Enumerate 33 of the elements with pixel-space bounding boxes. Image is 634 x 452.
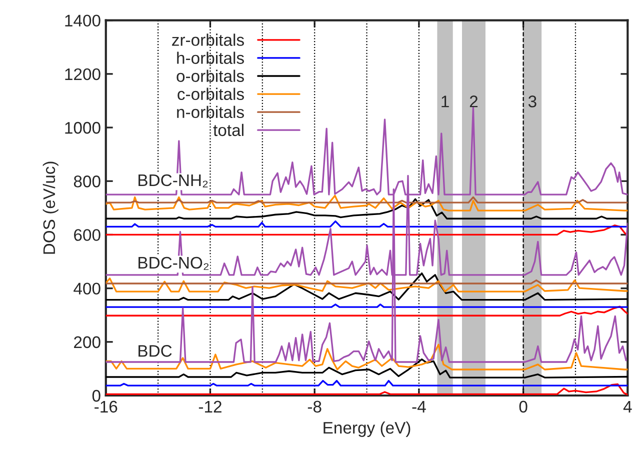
y-tick-label: 1200 [65,68,100,80]
band-label: 1 [442,96,449,108]
annotation: BDC-NO₂ [138,256,209,270]
x-axis-title: Energy (eV) [324,421,410,437]
line-series [106,224,628,236]
line-series [106,344,628,370]
y-tick-label: 400 [74,282,100,295]
x-tick-label: -12 [198,400,222,412]
annotation: BDC-NH₂ [138,174,208,188]
y-tick-label: 600 [74,229,100,241]
legend-label: total [213,124,244,136]
legend-label: c-orbitals [178,88,244,100]
y-tick-label: 0 [92,390,100,402]
x-tick-label: -4 [412,400,426,412]
y-tick-label: 1000 [65,122,100,134]
legend-label: n-orbitals [177,106,244,118]
legend-label: zr-orbitals [172,34,244,46]
band-label: 2 [470,96,478,108]
y-axis-title: DOS (eV/uc) [42,162,58,254]
line-series [106,194,628,212]
x-tick-label: 4 [623,400,632,412]
x-tick-label: 0 [519,400,528,413]
y-tick-label: 800 [74,176,100,188]
y-tick-label: 200 [74,336,100,348]
line-series [106,306,628,316]
line-series [106,278,628,292]
y-tick-label: 1400 [65,14,100,27]
band-label: 3 [528,96,536,108]
legend-label: o-orbitals [176,70,244,82]
annotation: BDC [138,345,172,357]
x-tick-label: -8 [308,400,322,413]
x-tick-label: -16 [94,400,118,413]
legend-label: h-orbitals [177,52,244,64]
